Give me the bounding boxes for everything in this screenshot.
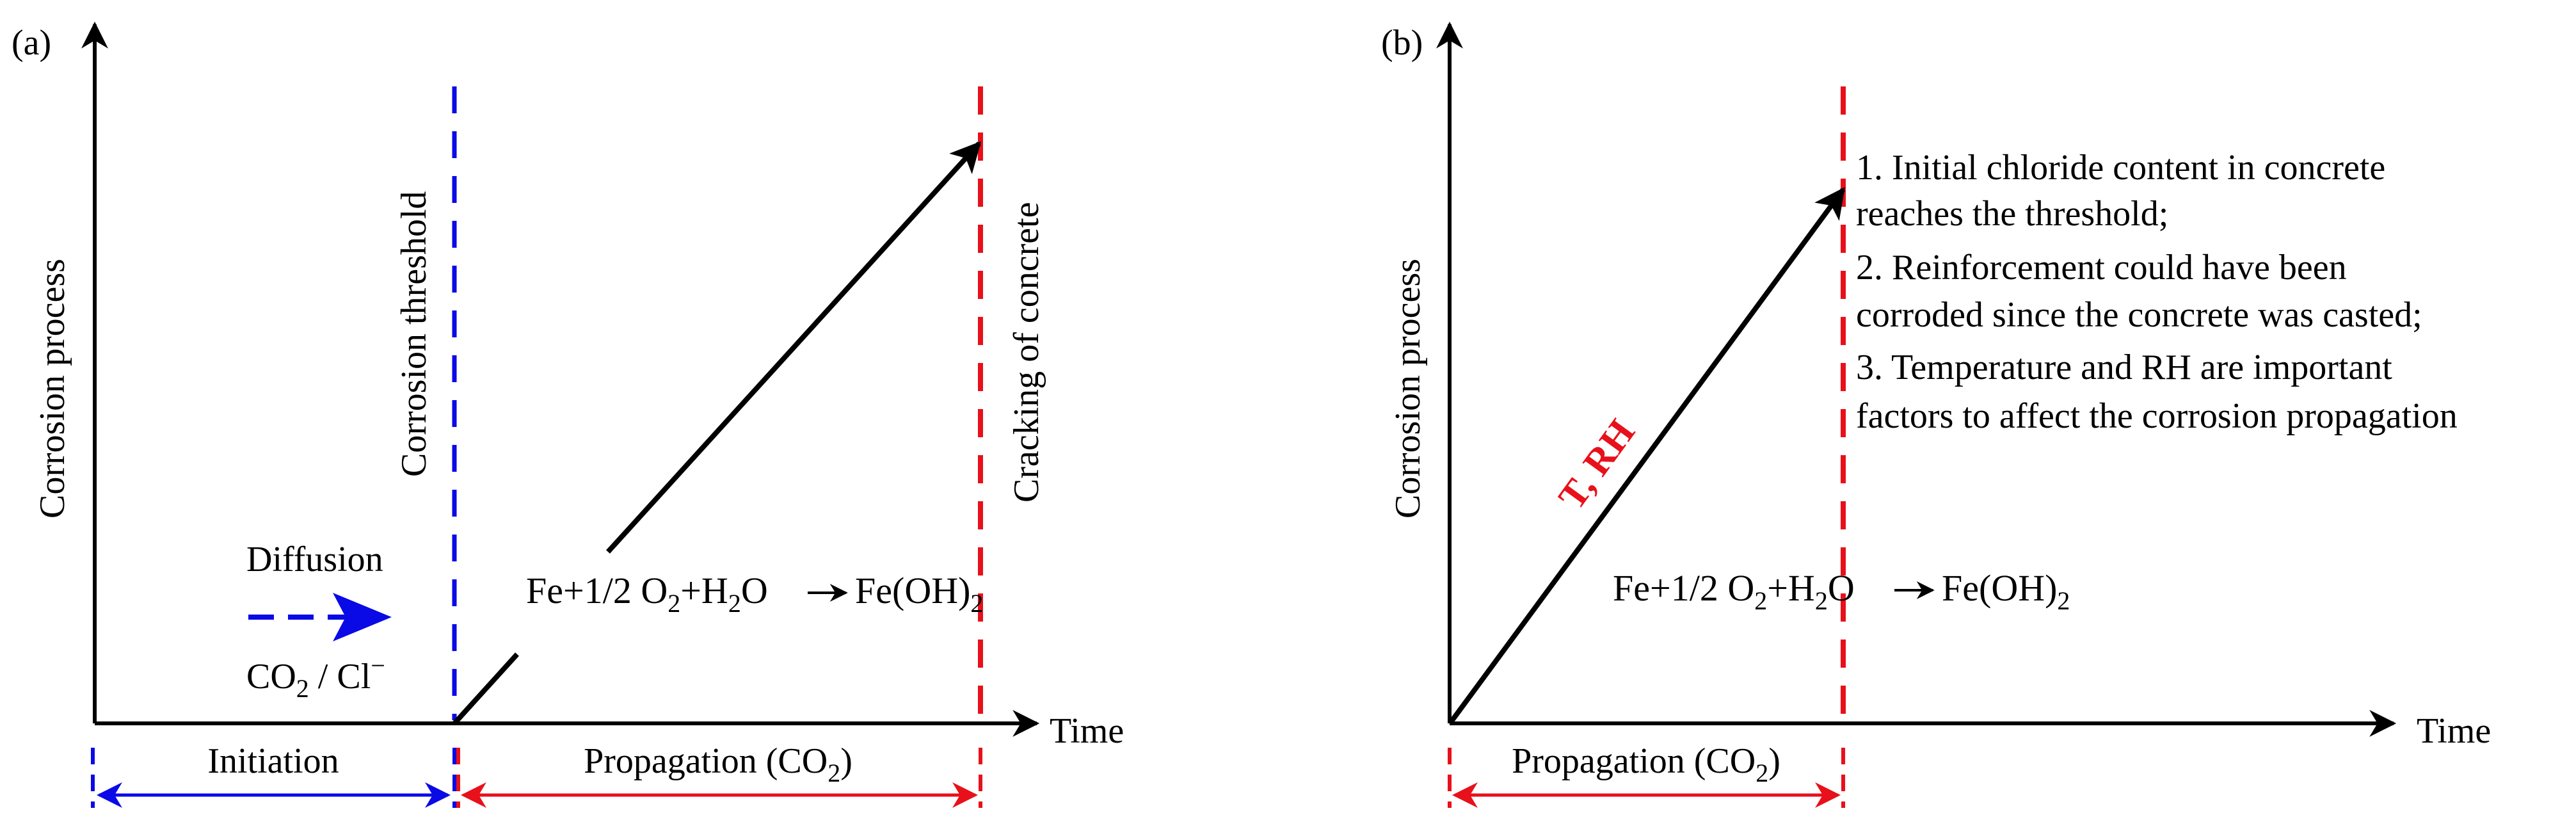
panel-a-cracking-label: Cracking of concrete xyxy=(1007,202,1046,503)
panel-b-note-line: factors to affect the corrosion propagat… xyxy=(1856,396,2458,436)
panel-b-note-line: corroded since the concrete was casted; xyxy=(1856,295,2422,335)
panel-b-reaction-text-1: Fe+1/2 O2+H2O xyxy=(1613,567,1855,615)
panel-b-slope-label: T, RH xyxy=(1550,412,1643,517)
panel-b-notes: 1. Initial chloride content in concrete … xyxy=(1856,148,2458,436)
panel-b-tag: (b) xyxy=(1381,23,1423,63)
panel-b-y-axis-label: Corrosion process xyxy=(1388,259,1428,519)
panel-a-y-axis-label: Corrosion process xyxy=(33,259,72,519)
panel-a-species-label: CO2 / Cl− xyxy=(246,651,385,703)
panel-a-reaction-text-1: Fe+1/2 O2+H2O xyxy=(526,570,768,618)
panel-a-initiation-label: Initiation xyxy=(207,741,339,781)
panel-b: (b) Time Corrosion process T, RH Fe+1/2 … xyxy=(1381,21,2491,808)
panel-b-reaction-text-2: Fe(OH)2 xyxy=(1942,567,2070,615)
panel-a-threshold-label: Corrosion threshold xyxy=(394,191,434,477)
panel-a-x-axis-label: Time xyxy=(1050,711,1124,751)
panel-a-diffusion-arrowhead-icon xyxy=(333,593,392,641)
panel-b-propagation-label: Propagation (CO2) xyxy=(1512,741,1780,787)
panel-b-note-line: 1. Initial chloride content in concrete xyxy=(1856,148,2385,188)
panel-a-tag: (a) xyxy=(12,23,51,63)
panel-b-reaction: Fe+1/2 O2+H2O Fe(OH)2 xyxy=(1613,567,2070,615)
panel-a-reaction: Fe+1/2 O2+H2O Fe(OH)2 xyxy=(526,570,983,618)
panel-b-note-line: reaches the threshold; xyxy=(1856,194,2168,234)
panel-a-propagation-label: Propagation (CO2) xyxy=(584,741,852,787)
panel-a: (a) Time Corrosion process Corrosion thr… xyxy=(12,21,1124,808)
panel-a-propagation-curve-upper xyxy=(606,141,982,554)
panel-b-propagation-curve xyxy=(1448,187,1846,724)
panel-a-diffusion-label: Diffusion xyxy=(246,540,383,579)
panel-b-note-line: 2. Reinforcement could have been xyxy=(1856,248,2347,287)
panel-b-x-axis-label: Time xyxy=(2417,711,2491,751)
panel-a-propagation-curve-lower xyxy=(452,652,519,725)
panel-a-reaction-text-2: Fe(OH)2 xyxy=(855,570,983,618)
panel-b-note-line: 3. Temperature and RH are important xyxy=(1856,348,2392,387)
